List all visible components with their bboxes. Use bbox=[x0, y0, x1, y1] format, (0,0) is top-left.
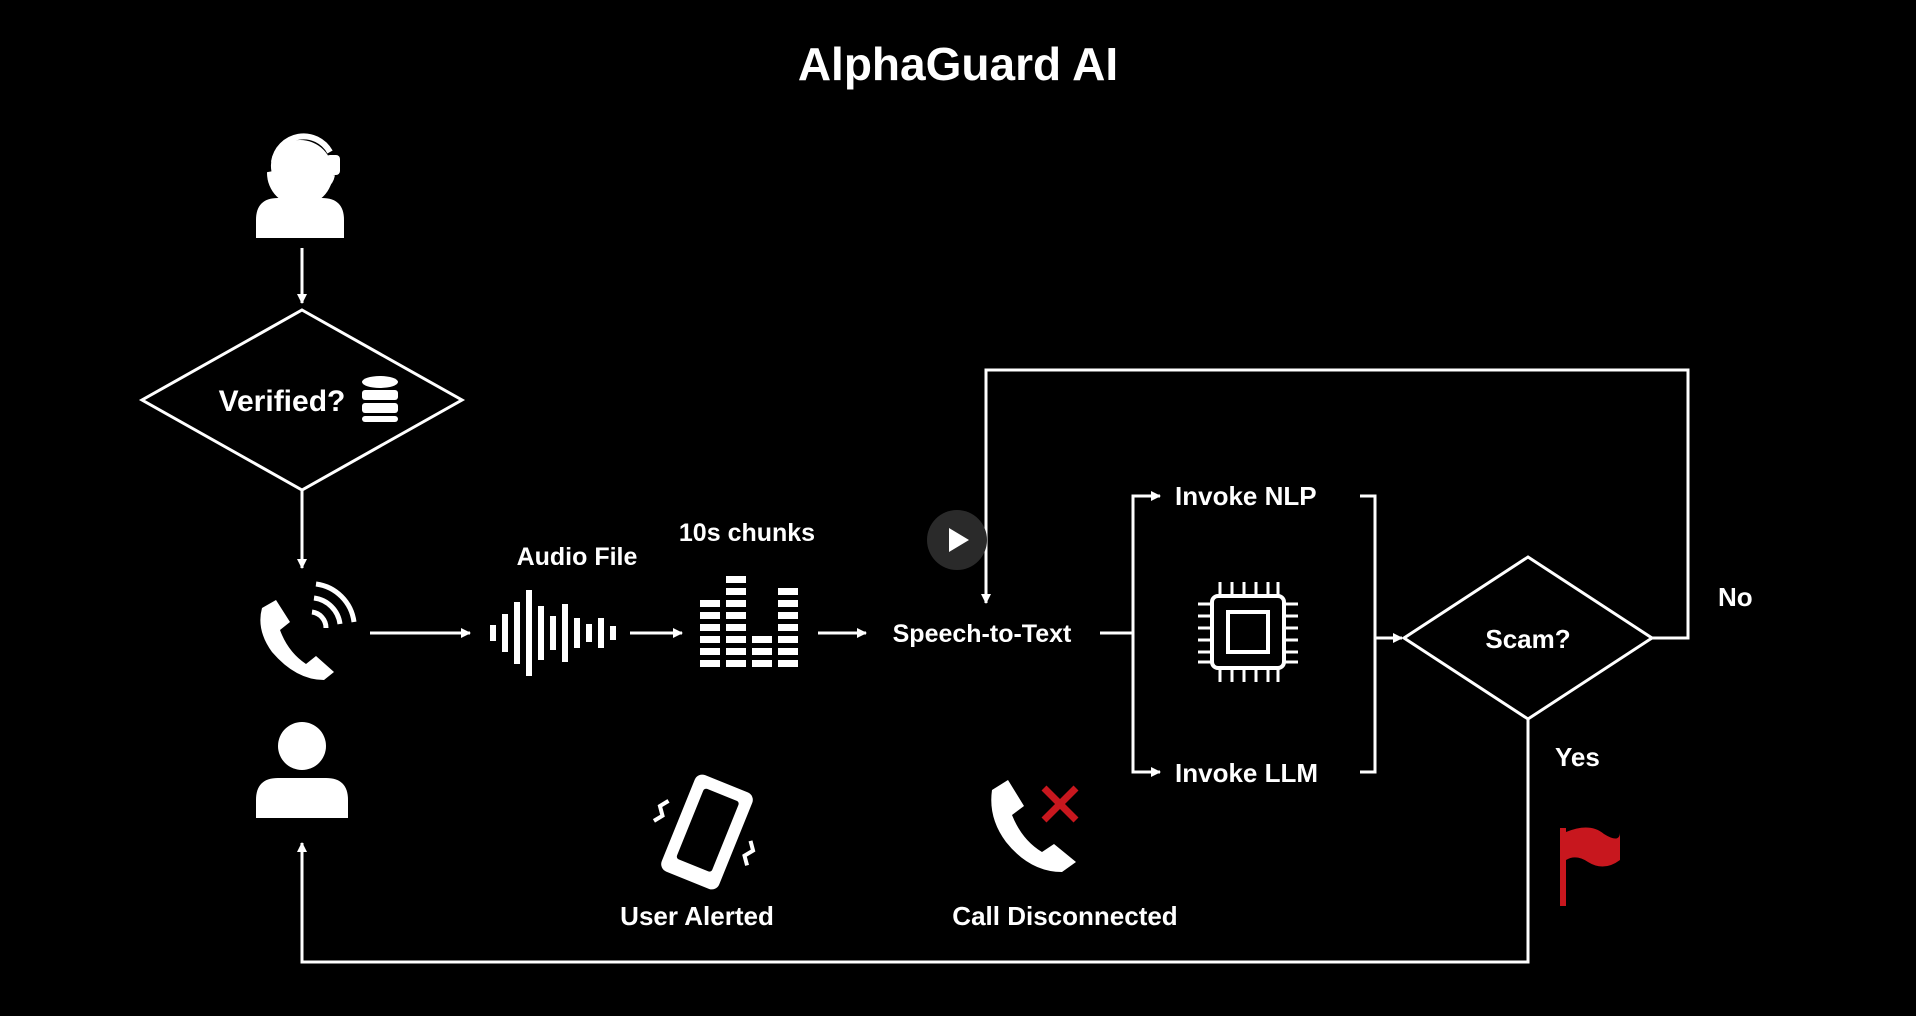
play-icon bbox=[949, 528, 969, 552]
audio-file-label: Audio File bbox=[517, 543, 638, 571]
phone-ringing-icon bbox=[260, 581, 357, 680]
verified-label: Verified? bbox=[219, 385, 346, 418]
chunks-label: 10s chunks bbox=[679, 519, 815, 547]
invoke-llm-label: Invoke LLM bbox=[1175, 758, 1318, 788]
connector-nlp-to-merge bbox=[1360, 494, 1377, 774]
branch-no-label: No bbox=[1718, 582, 1753, 612]
arrow-split-to-llm bbox=[1131, 633, 1161, 777]
vibrating-phone-icon bbox=[652, 774, 756, 890]
invoke-nlp-label: Invoke NLP bbox=[1175, 481, 1317, 511]
play-button[interactable] bbox=[927, 510, 987, 570]
call-disconnected-label: Call Disconnected bbox=[952, 901, 1177, 931]
database-icon bbox=[362, 376, 398, 422]
arrow-split-to-nlp bbox=[1131, 491, 1161, 633]
equalizer-bars-icon bbox=[700, 576, 798, 667]
diagram-title: AlphaGuard AI bbox=[798, 38, 1118, 90]
red-flag-icon bbox=[1560, 827, 1620, 906]
user-icon bbox=[256, 722, 348, 818]
arrow-yes-to-user bbox=[297, 719, 1530, 964]
audio-waveform-icon bbox=[490, 590, 616, 676]
arrow-no-loop-to-stt bbox=[981, 368, 1690, 640]
branch-yes-label: Yes bbox=[1555, 742, 1600, 772]
scam-label: Scam? bbox=[1485, 624, 1570, 654]
call-disconnected-icon bbox=[991, 780, 1079, 872]
user-alerted-label: User Alerted bbox=[620, 901, 774, 931]
speech-to-text-label: Speech-to-Text bbox=[893, 620, 1072, 648]
cpu-chip-icon bbox=[1198, 582, 1298, 682]
call-center-agent-icon bbox=[256, 127, 344, 238]
